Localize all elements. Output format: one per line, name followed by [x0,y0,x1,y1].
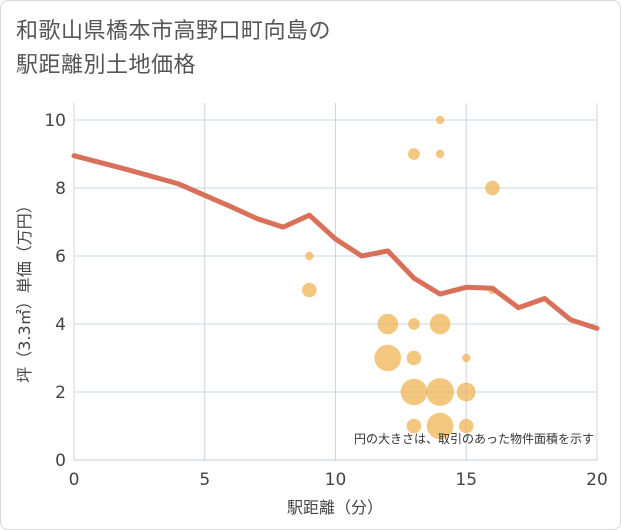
x-tick-label: 5 [199,470,210,490]
y-tick-label: 2 [55,383,66,403]
y-tick-label: 6 [55,247,66,267]
data-point [429,313,451,335]
size-note: 円の大きさは、取引のあった物件面積を示す [354,431,594,446]
y-tick-label: 4 [55,315,66,335]
data-point [435,115,445,125]
data-point [377,313,399,335]
y-axis-label: 坪（3.3㎡）単価（万円） [15,197,34,382]
y-tick-label: 8 [55,179,66,199]
data-points [302,115,500,440]
x-tick-label: 0 [69,470,80,490]
chart-title-line-1: 和歌山県橋本市高野口町向島の [16,19,332,44]
data-point [408,318,420,330]
x-tick-labels: 0 5 10 15 20 [69,470,608,490]
grid-lines [73,103,598,461]
data-point [485,180,500,196]
data-point [406,418,422,434]
y-tick-labels: 0 2 4 6 8 10 [44,111,66,471]
chart-title: 和歌山県橋本市高野口町向島の 駅距離別土地価格 [16,15,331,83]
data-point [462,353,471,363]
data-point [456,382,476,402]
data-point [302,282,317,298]
trend-line-group [71,153,600,331]
data-point [400,378,428,406]
trend-line [71,153,600,331]
data-point [426,412,454,440]
data-point [426,378,454,406]
data-point [406,350,422,366]
chart-title-line-2: 駅距離別土地価格 [16,53,197,78]
x-tick-label: 10 [325,470,347,490]
data-point [305,251,314,261]
data-point [435,149,445,159]
data-point [408,148,420,160]
y-tick-label: 0 [55,451,66,471]
x-axis-label: 駅距離（分） [287,498,383,517]
x-tick-label: 15 [455,470,477,490]
data-point [458,418,474,434]
y-tick-label: 10 [44,111,66,131]
x-tick-label: 20 [586,470,608,490]
data-point [374,344,402,372]
